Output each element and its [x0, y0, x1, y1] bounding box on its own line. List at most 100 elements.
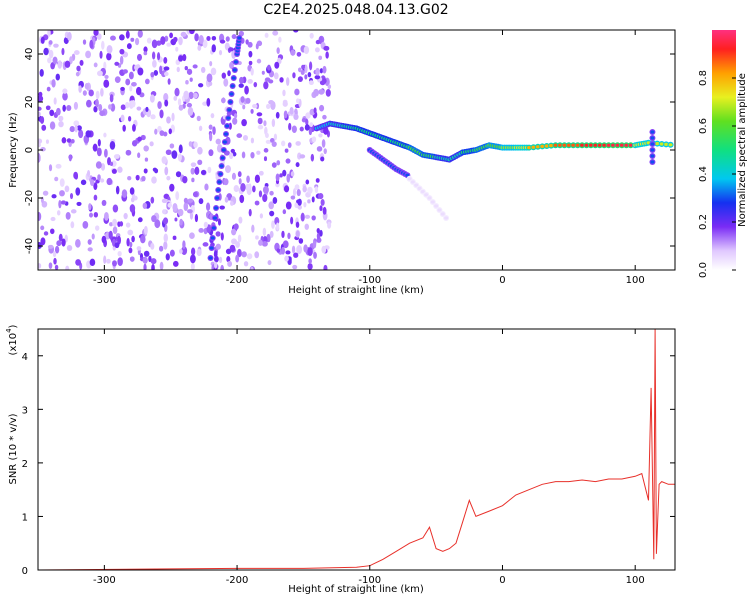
- heatmap-noise-cell: [159, 65, 163, 75]
- heatmap-noise-cell: [205, 202, 211, 211]
- heatmap-band-cell: [566, 143, 571, 147]
- heatmap-noise-cell: [73, 101, 78, 110]
- heatmap-noise-cell: [246, 253, 253, 260]
- heatmap-noise-cell: [78, 85, 82, 93]
- heatmap-noise-cell: [101, 40, 105, 50]
- heatmap-noise-cell: [295, 230, 300, 238]
- heatmap-noise-cell: [110, 35, 116, 41]
- heatmap-noise-cell: [120, 86, 125, 91]
- heatmap-noise-cell: [137, 152, 141, 159]
- heatmap-noise-cell: [95, 225, 100, 231]
- heatmap-noise-cell: [241, 151, 246, 159]
- heatmap-noise-cell: [106, 52, 112, 61]
- heatmap-noise-cell: [97, 139, 101, 147]
- heatmap-noise-cell: [274, 61, 280, 69]
- heatmap-noise-cell: [174, 217, 178, 222]
- snr-y-label: SNR (10 * v/v): [8, 413, 19, 484]
- heatmap-band-cell: [584, 143, 589, 147]
- heatmap-noise-cell: [164, 71, 169, 77]
- heatmap-noise-cell: [269, 190, 274, 196]
- heatmap-noise-cell: [288, 257, 292, 263]
- heatmap-noise-cell: [168, 128, 172, 135]
- heatmap-noise-cell: [230, 200, 234, 206]
- heatmap-band-cell: [228, 100, 233, 104]
- heatmap-noise-cell: [97, 174, 101, 181]
- heatmap-noise-cell: [285, 158, 291, 164]
- heatmap-noise-cell: [283, 110, 288, 119]
- heatmap-noise-cell: [88, 203, 92, 211]
- heatmap-band-cell: [237, 36, 242, 40]
- heatmap-band-cell: [233, 60, 238, 64]
- heatmap-noise-cell: [290, 195, 296, 200]
- heatmap-noise-cell: [54, 245, 60, 254]
- snr-y-ticks: 0 1 2 3 4: [22, 352, 675, 577]
- snr-frame: [37, 328, 676, 571]
- heatmap-noise-cell: [167, 78, 171, 85]
- heatmap-noise-cell: [188, 91, 194, 100]
- snr-x-tick-label: 100: [626, 575, 645, 586]
- heatmap-y-tick-label: 40: [24, 48, 35, 61]
- heatmap-noise-cell: [41, 124, 47, 131]
- heatmap-noise-cell: [149, 141, 154, 147]
- heatmap-noise-cell: [67, 31, 72, 41]
- heatmap-noise-cell: [123, 212, 128, 220]
- heatmap-band-cell: [217, 180, 222, 184]
- heatmap-noise-cell: [242, 104, 246, 110]
- heatmap-noise-cell: [169, 249, 175, 257]
- heatmap-noise-cell: [281, 140, 286, 147]
- heatmap-noise-cell: [215, 243, 221, 250]
- heatmap-noise-cell: [68, 154, 72, 162]
- heatmap-noise-cell: [156, 52, 161, 61]
- heatmap-noise-cell: [181, 246, 188, 256]
- heatmap-noise-cell: [296, 51, 302, 57]
- heatmap-noise-cell: [178, 144, 183, 154]
- heatmap-band-cell: [222, 140, 227, 144]
- heatmap-noise-cell: [143, 145, 149, 152]
- heatmap-noise-cell: [48, 49, 54, 59]
- heatmap-noise-cell: [231, 228, 237, 236]
- heatmap-noise-cell: [38, 212, 42, 221]
- heatmap-noise-cell: [225, 36, 230, 42]
- heatmap-noise-cell: [311, 215, 316, 221]
- heatmap-noise-cell: [85, 130, 92, 138]
- heatmap-band-cell: [214, 206, 219, 210]
- heatmap-noise-cell: [307, 186, 313, 194]
- colorbar-tick-label: 0.6: [698, 118, 709, 134]
- heatmap-noise-cell: [38, 138, 43, 144]
- snr-panel: -300 -200 -100 0 100 0 1 2 3 4 Height of straigh…: [5, 324, 676, 595]
- heatmap-noise-cell: [262, 185, 269, 194]
- heatmap-noise-cell: [276, 160, 281, 166]
- heatmap-noise-cell: [221, 72, 227, 79]
- heatmap-noise-cell: [182, 240, 186, 250]
- heatmap-noise-cell: [114, 61, 120, 66]
- heatmap-noise-cell: [196, 115, 201, 122]
- heatmap-noise-cell: [208, 81, 213, 86]
- snr-y-tick-label: 4: [22, 352, 28, 363]
- heatmap-noise-cell: [61, 137, 67, 144]
- heatmap-noise-cell: [272, 197, 278, 204]
- heatmap-noise-cell: [327, 221, 332, 229]
- heatmap-noise-cell: [278, 36, 282, 43]
- heatmap-noise-cell: [194, 213, 199, 223]
- heatmap-noise-cell: [55, 73, 60, 81]
- heatmap-noise-cell: [47, 244, 54, 249]
- snr-series-line: [38, 329, 675, 570]
- heatmap-noise-cell: [91, 233, 95, 240]
- heatmap-y-ticks: -40 -20 0 20 40: [24, 48, 675, 254]
- heatmap-noise-cell: [117, 166, 123, 173]
- heatmap-noise-cell: [235, 254, 240, 263]
- heatmap-noise-cell: [137, 136, 142, 142]
- heatmap-noise-cell: [281, 246, 285, 255]
- heatmap-noise-cell: [190, 263, 195, 270]
- heatmap-noise-cell: [297, 152, 302, 160]
- heatmap-noise-cell: [47, 57, 52, 64]
- heatmap-noise-cell: [109, 94, 114, 103]
- heatmap-x-ticks: -300 -200 -100 0 100: [93, 30, 645, 286]
- heatmap-noise-cell: [227, 260, 233, 267]
- heatmap-noise-cell: [108, 230, 113, 240]
- heatmap-noise-cell: [266, 103, 271, 109]
- heatmap-band-cell: [540, 144, 545, 148]
- heatmap-noise-cell: [290, 216, 294, 225]
- heatmap-noise-cell: [128, 71, 134, 80]
- heatmap-noise-cell: [156, 40, 162, 46]
